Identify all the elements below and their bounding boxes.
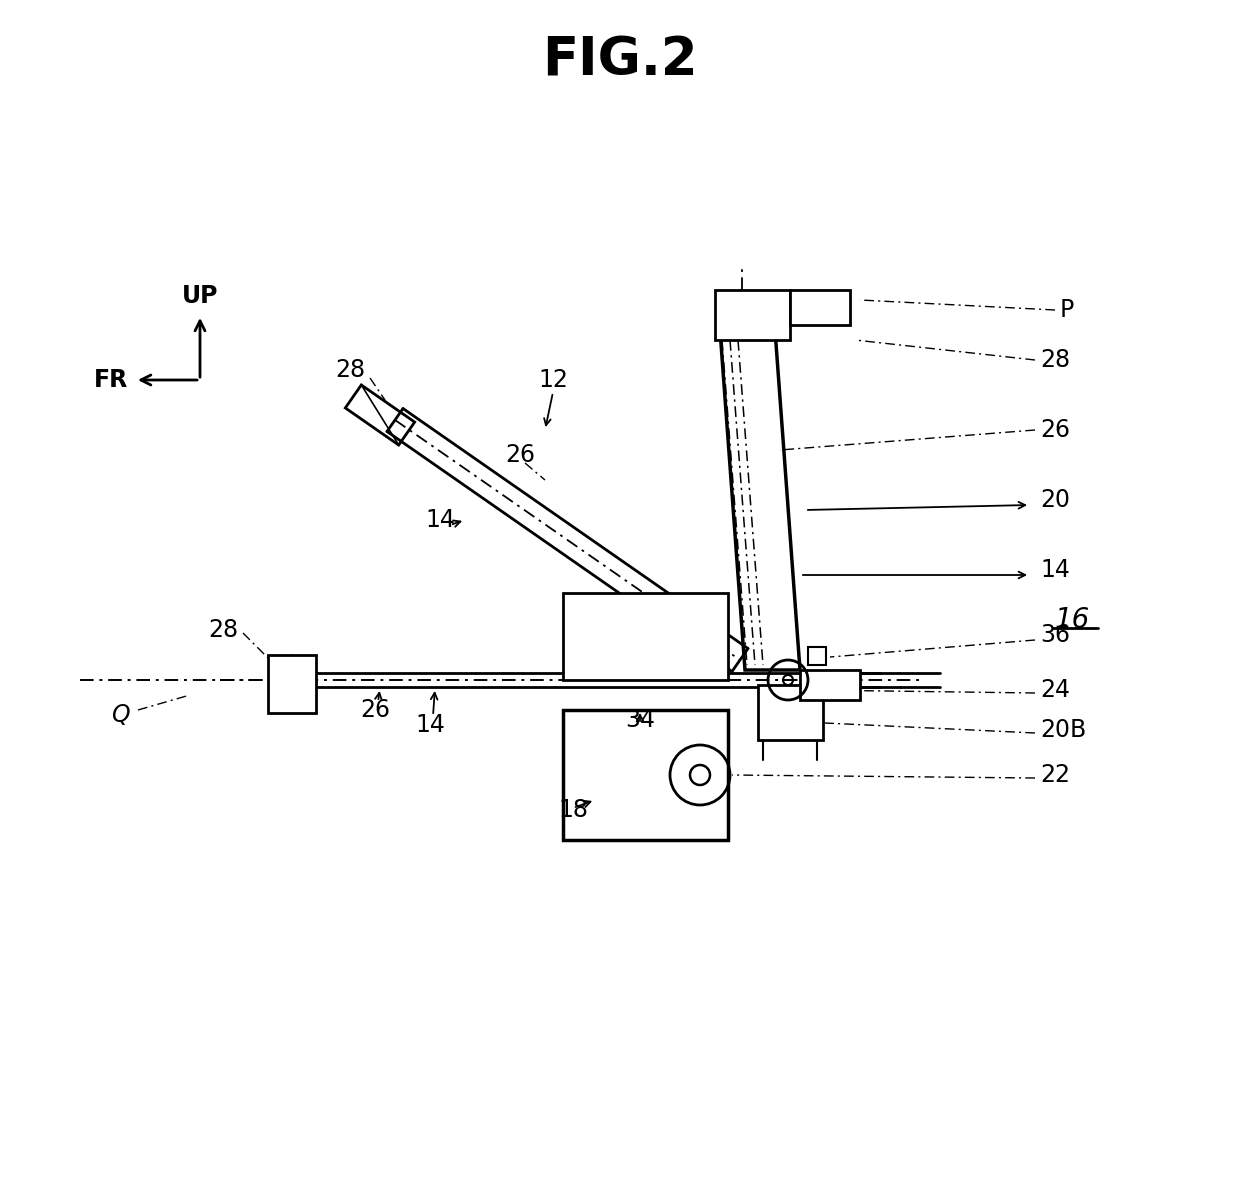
- Bar: [808, 647, 826, 665]
- Text: 12: 12: [538, 367, 568, 392]
- Text: 14: 14: [415, 713, 445, 737]
- Bar: [790, 290, 849, 324]
- Text: FR: FR: [94, 367, 128, 392]
- Bar: [715, 290, 790, 340]
- Bar: [268, 655, 316, 713]
- Text: 28: 28: [208, 618, 238, 642]
- Text: UP: UP: [182, 284, 218, 308]
- Bar: [563, 710, 728, 840]
- Text: P: P: [1060, 298, 1074, 322]
- Text: 20: 20: [1040, 488, 1070, 512]
- Bar: [563, 593, 728, 680]
- Text: 28: 28: [1040, 348, 1070, 372]
- Text: 18: 18: [558, 798, 588, 822]
- Text: FIG.2: FIG.2: [542, 33, 698, 86]
- Text: 28: 28: [335, 358, 365, 382]
- Text: 26: 26: [360, 698, 391, 722]
- Text: 26: 26: [1040, 418, 1070, 441]
- Text: 16: 16: [1055, 606, 1090, 633]
- Text: 14: 14: [1040, 558, 1070, 582]
- Text: 26: 26: [505, 443, 534, 466]
- Text: 20B: 20B: [1040, 718, 1086, 742]
- Text: Q: Q: [110, 703, 129, 727]
- Text: 34: 34: [625, 707, 655, 733]
- Bar: [758, 685, 823, 740]
- Text: 22: 22: [1040, 764, 1070, 787]
- Text: 14: 14: [425, 508, 455, 532]
- Bar: [800, 670, 861, 700]
- Text: 36: 36: [1040, 623, 1070, 647]
- Text: 24: 24: [1040, 678, 1070, 701]
